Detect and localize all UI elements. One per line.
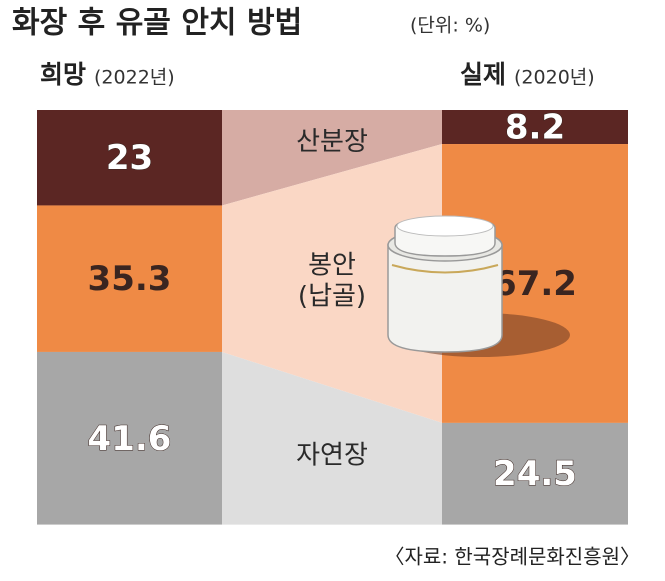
bar-segment [442,110,628,145]
value-label: 24.5 [493,454,577,494]
flow-band [222,110,442,206]
series-label: 자연장 [296,441,368,471]
source: 〈자료: 한국장례문화진흥원〉 [385,545,641,569]
value-label: 35.3 [88,259,172,299]
flow-band [222,144,442,423]
value-label: 23 [106,138,153,178]
unit: (단위: %) [410,15,490,37]
column-note: (2022년) [94,67,175,89]
value-label: 41.6 [88,419,172,459]
value-label: 67.2 [493,264,577,304]
bar-segment [37,351,222,525]
chart-title: 화장 후 유골 안치 방법 [12,6,302,41]
plot: 23 8.2 산분장 35.3 67.2 봉안 (납골) 41.6 24.5 자연장 [37,107,628,525]
jar-illustration [387,215,570,357]
bar-segment [37,205,222,352]
column-note: (2020년) [514,67,595,89]
bar-segment [37,110,222,206]
column-header: 희망 [40,60,86,89]
value-label: 8.2 [505,108,565,148]
column-header: 실제 [460,60,506,89]
series-label: 산분장 [296,127,368,157]
flow-band [222,351,442,525]
series-label: 봉안 (납골) [298,250,366,311]
bar-segment [442,422,628,525]
